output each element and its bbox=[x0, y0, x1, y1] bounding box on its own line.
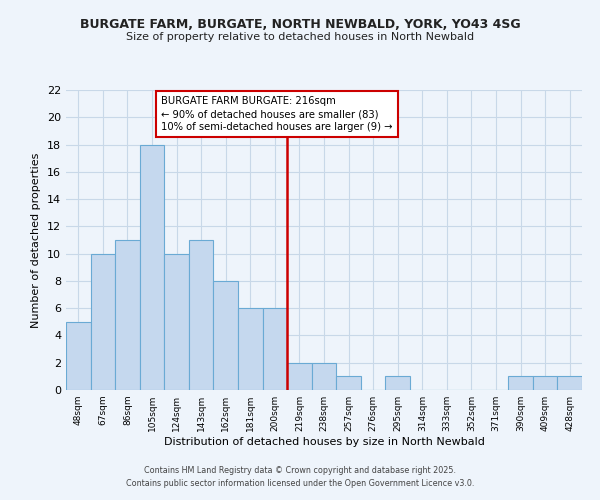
Bar bbox=[385, 376, 410, 390]
Bar bbox=[91, 254, 115, 390]
Bar bbox=[214, 281, 238, 390]
Bar bbox=[557, 376, 582, 390]
Bar bbox=[336, 376, 361, 390]
Text: BURGATE FARM BURGATE: 216sqm
← 90% of detached houses are smaller (83)
10% of se: BURGATE FARM BURGATE: 216sqm ← 90% of de… bbox=[161, 96, 393, 132]
Bar bbox=[189, 240, 214, 390]
Bar bbox=[238, 308, 263, 390]
Bar bbox=[164, 254, 189, 390]
Bar bbox=[115, 240, 140, 390]
Bar bbox=[263, 308, 287, 390]
Bar bbox=[66, 322, 91, 390]
Bar bbox=[287, 362, 312, 390]
Bar bbox=[508, 376, 533, 390]
Y-axis label: Number of detached properties: Number of detached properties bbox=[31, 152, 41, 328]
Bar bbox=[312, 362, 336, 390]
Text: Contains HM Land Registry data © Crown copyright and database right 2025.
Contai: Contains HM Land Registry data © Crown c… bbox=[126, 466, 474, 487]
Text: Size of property relative to detached houses in North Newbald: Size of property relative to detached ho… bbox=[126, 32, 474, 42]
X-axis label: Distribution of detached houses by size in North Newbald: Distribution of detached houses by size … bbox=[164, 437, 484, 447]
Bar bbox=[533, 376, 557, 390]
Text: BURGATE FARM, BURGATE, NORTH NEWBALD, YORK, YO43 4SG: BURGATE FARM, BURGATE, NORTH NEWBALD, YO… bbox=[80, 18, 520, 30]
Bar bbox=[140, 144, 164, 390]
